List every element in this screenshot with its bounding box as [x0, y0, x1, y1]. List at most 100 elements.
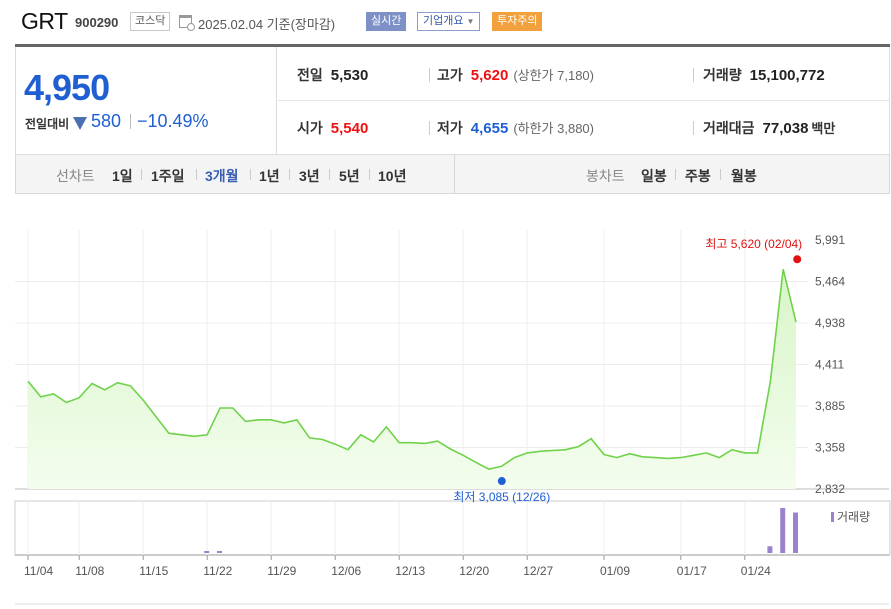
high-annotation: 최고 5,620 (02/04): [705, 237, 802, 251]
volume-bar: [217, 551, 222, 553]
change-label: 전일대비: [25, 117, 70, 131]
stats-row-divider: [278, 100, 890, 101]
price-area: [28, 269, 796, 489]
x-tick-label: 11/04: [24, 564, 53, 578]
volume-bar: [767, 546, 773, 553]
volume-legend-swatch: [831, 512, 834, 522]
tab-1week[interactable]: 1주일: [151, 168, 185, 184]
base-date: 2025.02.04 기준(장마감): [198, 17, 336, 32]
stock-name: GRT: [21, 8, 68, 34]
warning-badge[interactable]: 투자주의: [492, 12, 543, 31]
volume-legend: 거래량: [837, 510, 870, 524]
prev-close-value: 5,530: [330, 67, 369, 84]
low-price: 저가 4,655 (하한가 3,880): [437, 118, 594, 138]
high-marker: [793, 255, 802, 264]
low-marker: [497, 477, 506, 486]
x-tick-label: 11/22: [203, 564, 232, 578]
tab-divider: [675, 169, 676, 180]
tab-divider: [369, 169, 370, 180]
change-percent: −10.49%: [137, 111, 209, 131]
y-tick-label: 2,832: [815, 482, 845, 496]
upper-limit: (상한가 7,180): [513, 68, 594, 83]
tab-10year[interactable]: 10년: [378, 168, 407, 184]
volume-bar: [793, 512, 798, 553]
x-tick-label: 12/06: [331, 564, 361, 578]
tab-divider: [196, 169, 197, 180]
tab-divider: [141, 169, 142, 180]
tab-1day[interactable]: 1일: [112, 168, 133, 184]
volume-frame: [14, 500, 891, 556]
tabs-divider: [454, 155, 455, 193]
tab-weekly[interactable]: 주봉: [685, 168, 711, 184]
realtime-button[interactable]: 실시간: [366, 12, 407, 31]
calendar-icon: [179, 15, 195, 31]
tab-monthly[interactable]: 월봉: [731, 168, 757, 184]
low-annotation: 최저 3,085 (12/26): [453, 490, 550, 504]
y-tick-label: 3,358: [815, 441, 845, 455]
current-price-panel: 4,950 전일대비 580 −10.49%: [16, 47, 277, 154]
volume-label: 거래량: [703, 67, 742, 83]
open-price: 시가 5,540: [297, 118, 368, 138]
high-label: 고가: [437, 67, 463, 83]
stat-divider: [693, 121, 694, 135]
y-tick-label: 5,464: [815, 275, 845, 289]
x-tick-label: 12/13: [395, 564, 425, 578]
market-badge: 코스닥: [130, 12, 171, 31]
tab-divider: [250, 169, 251, 180]
price-summary: 4,950 전일대비 580 −10.49% 전일 5,530 고가 5,620 (상…: [15, 47, 890, 155]
open-value: 5,540: [330, 120, 369, 137]
x-tick-label: 01/09: [600, 564, 630, 578]
stock-code: 900290: [75, 15, 119, 30]
high-value: 5,620: [470, 67, 509, 84]
company-info-label: 기업개요: [423, 15, 464, 27]
tab-divider: [720, 169, 721, 180]
tab-5year[interactable]: 5년: [339, 168, 360, 184]
tab-daily[interactable]: 일봉: [641, 168, 667, 184]
tab-3year[interactable]: 3년: [299, 168, 320, 184]
volume-bar: [204, 551, 210, 553]
x-tick-label: 01/17: [677, 564, 707, 578]
x-axis: 11/04 11/08 11/15 11/22 11/29 12/06 12/13 12/20…: [24, 555, 771, 578]
open-label: 시가: [297, 120, 323, 136]
tab-1year[interactable]: 1년: [259, 168, 280, 184]
y-tick-label: 4,938: [815, 316, 845, 330]
x-tick-label: 11/08: [75, 564, 104, 578]
company-info-dropdown[interactable]: 기업개요 ▼: [417, 12, 481, 31]
y-tick-label: 3,885: [815, 399, 845, 413]
change-value: 580: [91, 111, 122, 131]
candle-chart-label: 봉차트: [586, 168, 625, 184]
volume-bars: [204, 508, 798, 553]
lower-limit: (하한가 3,880): [513, 121, 594, 136]
volume-value: 15,100,772: [749, 67, 825, 84]
tab-divider: [289, 169, 290, 180]
low-label: 저가: [437, 120, 463, 136]
amount-value: 77,038: [762, 120, 809, 137]
tab-divider: [329, 169, 330, 180]
chart-tabs: 선차트 1일 1주일 3개월 1년 3년 5년 10년 봉차트 일봉 주봉 월봉: [15, 155, 890, 194]
low-value: 4,655: [470, 120, 509, 137]
x-tick-label: 12/27: [523, 564, 553, 578]
down-arrow-icon: [73, 117, 87, 130]
price-line: [27, 269, 797, 470]
current-price: 4,950: [24, 67, 110, 108]
line-chart-label: 선차트: [56, 168, 95, 184]
amount-label: 거래대금: [703, 120, 755, 136]
stat-divider: [429, 68, 430, 82]
prev-close-label: 전일: [297, 67, 323, 83]
y-axis: 5,991 5,464 4,938 4,411 3,885 3,358 2,832: [815, 233, 845, 496]
top-divider: [15, 44, 890, 47]
trade-amount: 거래대금 77,038 백만: [703, 118, 835, 138]
stat-divider: [429, 121, 430, 135]
amount-unit: 백만: [811, 121, 836, 136]
volume-bar: [780, 508, 786, 553]
x-tick-label: 01/24: [741, 564, 771, 578]
stock-header: GRT 900290 코스닥 2025.02.04 기준(장마감) 실시간 기업…: [0, 0, 891, 44]
prev-close: 전일 5,530: [297, 65, 368, 85]
x-tick-label: 11/15: [139, 564, 168, 578]
change-divider: [130, 114, 131, 129]
tab-3month[interactable]: 3개월: [205, 168, 239, 184]
y-tick-label: 4,411: [815, 358, 844, 372]
x-tick-label: 11/29: [267, 564, 296, 578]
y-tick-label: 5,991: [815, 233, 845, 247]
